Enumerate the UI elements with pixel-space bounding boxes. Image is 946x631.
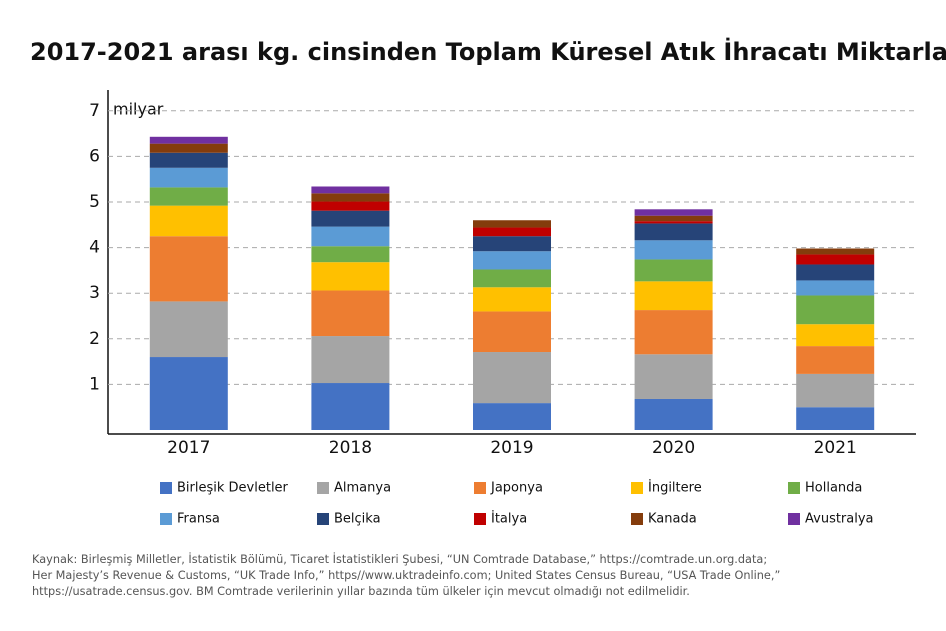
legend-swatch <box>474 513 486 525</box>
bar-segment <box>311 226 390 247</box>
bar-segment <box>796 254 875 265</box>
legend-label: Fransa <box>177 512 220 527</box>
y-tick-label: 7 <box>89 101 100 121</box>
x-tick-label: 2020 <box>652 438 695 458</box>
bar-segment <box>311 201 390 211</box>
bar-segment <box>311 336 390 384</box>
x-tick-label: 2021 <box>814 438 857 458</box>
bar-segment <box>473 287 551 312</box>
bar-segment <box>473 311 551 353</box>
legend-label: Japonya <box>490 481 543 496</box>
bar-segment <box>634 354 713 399</box>
y-tick-label: 6 <box>89 146 100 166</box>
y-tick-label: 5 <box>89 192 100 212</box>
legend-swatch <box>160 513 172 525</box>
bar-segment <box>149 136 228 144</box>
bar-segment <box>149 152 228 168</box>
bar-segment <box>634 209 713 216</box>
bar-segment <box>473 251 551 270</box>
legend-swatch <box>160 482 172 494</box>
bar-segment <box>473 352 551 404</box>
y-tick-label: 3 <box>89 283 100 303</box>
bar-segment <box>473 236 551 252</box>
bar-segment <box>311 262 390 291</box>
bar-segment <box>149 205 228 237</box>
bar-segment <box>149 187 228 206</box>
source-note: https://usatrade.census.gov. BM Comtrade… <box>32 585 690 598</box>
bar-segment <box>473 269 551 288</box>
x-tick-label: 2018 <box>329 438 372 458</box>
source-note: Her Majesty’s Revenue & Customs, “UK Tra… <box>32 569 780 582</box>
legend-label: İtalya <box>491 511 527 527</box>
bar-segment <box>634 240 713 260</box>
x-tick-label: 2019 <box>490 438 533 458</box>
bar-segment <box>149 236 228 302</box>
bar-segment <box>634 398 713 430</box>
bar-segment <box>634 221 713 224</box>
legend-swatch <box>474 482 486 494</box>
bar-segment <box>634 215 713 222</box>
x-tick-label: 2017 <box>167 438 210 458</box>
bar-segment <box>149 357 228 430</box>
legend-label: Birleşik Devletler <box>177 481 289 496</box>
bar-segment <box>796 295 875 325</box>
legend-label: İngiltere <box>648 480 702 496</box>
unit-label: milyar <box>113 100 164 119</box>
bar-segment <box>796 248 875 255</box>
chart-title: 2017-2021 arası kg. cinsinden Toplam Kür… <box>30 37 946 66</box>
bar-segment <box>311 210 390 227</box>
bar-segment <box>311 193 390 202</box>
y-tick-label: 2 <box>89 329 100 349</box>
bar-segment <box>473 403 551 430</box>
legend-swatch <box>317 513 329 525</box>
legend-swatch <box>317 482 329 494</box>
legend-swatch <box>788 482 800 494</box>
legend-label: Hollanda <box>805 481 862 496</box>
bar-segment <box>796 373 875 408</box>
bar-segment <box>634 223 713 241</box>
bar-segment <box>796 407 875 430</box>
legend-swatch <box>631 482 643 494</box>
source-note: Kaynak: Birleşmiş Milletler, İstatistik … <box>32 553 767 566</box>
legend-label: Kanada <box>648 512 697 527</box>
legend-swatch <box>788 513 800 525</box>
bar-segment <box>149 167 228 188</box>
bar-segment <box>473 220 551 228</box>
bar-segment <box>634 310 713 355</box>
bar-segment <box>149 301 228 358</box>
y-tick-label: 1 <box>89 374 100 394</box>
y-tick-label: 4 <box>89 238 100 258</box>
bar-segment <box>149 143 228 153</box>
bar-segment <box>311 290 390 337</box>
legend-label: Avustralya <box>805 512 874 527</box>
legend-swatch <box>631 513 643 525</box>
bar-segment <box>311 246 390 263</box>
legend-label: Belçika <box>334 512 381 527</box>
bar-segment <box>796 324 875 347</box>
legend-label: Almanya <box>334 481 391 496</box>
bar-segment <box>311 383 390 430</box>
bar-segment <box>796 264 875 281</box>
bar-segment <box>311 186 390 194</box>
bar-segment <box>634 259 713 282</box>
bar-segment <box>796 280 875 296</box>
bar-segment <box>473 227 551 237</box>
bar-segment <box>796 346 875 374</box>
bar-segment <box>634 281 713 311</box>
